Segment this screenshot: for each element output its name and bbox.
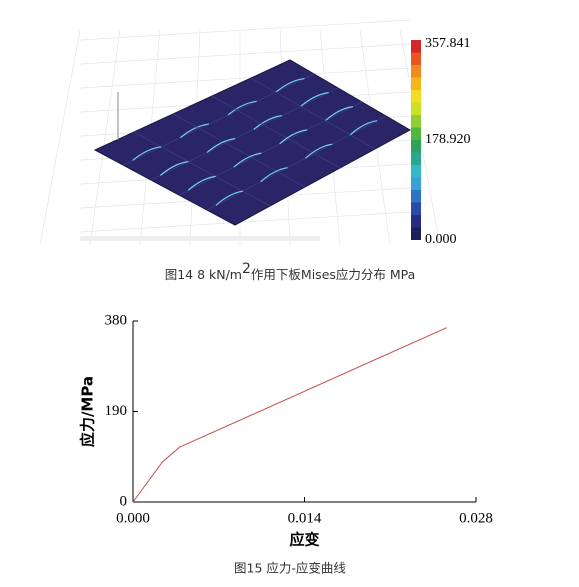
plate-grid xyxy=(150,87,339,181)
fe-image xyxy=(39,19,441,246)
stress-arc xyxy=(300,92,329,107)
colorbar-segment xyxy=(411,127,421,140)
colorbar-segment xyxy=(411,177,421,190)
stress-arc xyxy=(132,146,162,161)
y-tick-label: 190 xyxy=(105,403,128,419)
colorbar-label: 0.000 xyxy=(425,232,457,247)
colorbar-segment xyxy=(411,227,421,240)
colorbar-label: 357.841 xyxy=(425,36,471,51)
colorbar xyxy=(411,40,421,240)
colorbar-segment xyxy=(411,90,421,103)
line-chart: 0 190 380 0.000 0.014 0.028 应变 应力/MPa xyxy=(79,312,493,548)
bg-grid xyxy=(79,67,411,89)
y-tick-label: 0 xyxy=(120,493,128,509)
plate-grid xyxy=(250,77,376,150)
plate-grid xyxy=(172,113,306,188)
stress-arc xyxy=(159,161,189,176)
plate xyxy=(93,59,412,226)
stress-arc xyxy=(260,167,288,183)
bg-grid xyxy=(79,19,411,41)
line xyxy=(132,327,447,503)
bg-grid xyxy=(79,43,411,65)
figure-caption: 图14 8 kN/m2作用下板Mises应力分布 MPa xyxy=(165,261,416,282)
y-axis-label: 应力/MPa xyxy=(79,376,97,447)
stress-arc xyxy=(305,143,333,159)
stress-arc xyxy=(233,152,262,168)
stress-arc xyxy=(253,115,282,130)
colorbar-segment xyxy=(411,102,421,115)
stress-arc xyxy=(206,138,236,153)
bg-grid xyxy=(89,29,121,246)
legend-strip xyxy=(80,236,320,241)
plate-grid xyxy=(206,115,387,211)
plate-grid xyxy=(133,131,271,207)
colorbar-segment xyxy=(411,165,421,178)
caption-superscript: 2 xyxy=(242,261,251,277)
x-tick-label: 0.000 xyxy=(116,510,150,526)
figure-caption: 图15 应力-应变曲线 xyxy=(234,561,346,576)
stress-arc xyxy=(279,129,308,145)
colorbar-segment xyxy=(411,215,421,228)
stress-arc xyxy=(227,100,257,116)
plate-grid xyxy=(122,73,315,166)
colorbar-segment xyxy=(411,152,421,165)
colorbar-segment xyxy=(411,202,421,215)
colorbar-segment xyxy=(411,52,421,65)
colorbar-label: 178.920 xyxy=(425,132,471,147)
y-tick-label: 380 xyxy=(105,312,128,328)
caption-part: 作用下板Mises应力分布 MPa xyxy=(251,267,415,282)
colorbar-segment xyxy=(411,65,421,78)
x-axis-label: 应变 xyxy=(289,531,319,549)
bg-grid xyxy=(79,211,411,233)
colorbar-segment xyxy=(411,77,421,90)
colorbar-segment xyxy=(411,190,421,203)
colorbar-segment xyxy=(411,40,421,53)
bg-grid xyxy=(39,29,81,246)
stress-arc xyxy=(325,106,353,122)
stress-arc xyxy=(179,123,210,139)
stress-arc xyxy=(187,175,216,191)
caption-part: 图14 8 kN/m xyxy=(165,267,242,282)
stress-arc xyxy=(275,77,305,93)
x-tick-label: 0.014 xyxy=(288,510,322,526)
colorbar-segment xyxy=(411,140,421,153)
plate-grid xyxy=(178,101,363,196)
x-tick-label: 0.028 xyxy=(459,510,493,526)
colorbar-segment xyxy=(411,115,421,128)
stress-arc xyxy=(215,190,243,206)
stress-arc xyxy=(349,120,378,136)
plate-grid xyxy=(211,95,341,169)
